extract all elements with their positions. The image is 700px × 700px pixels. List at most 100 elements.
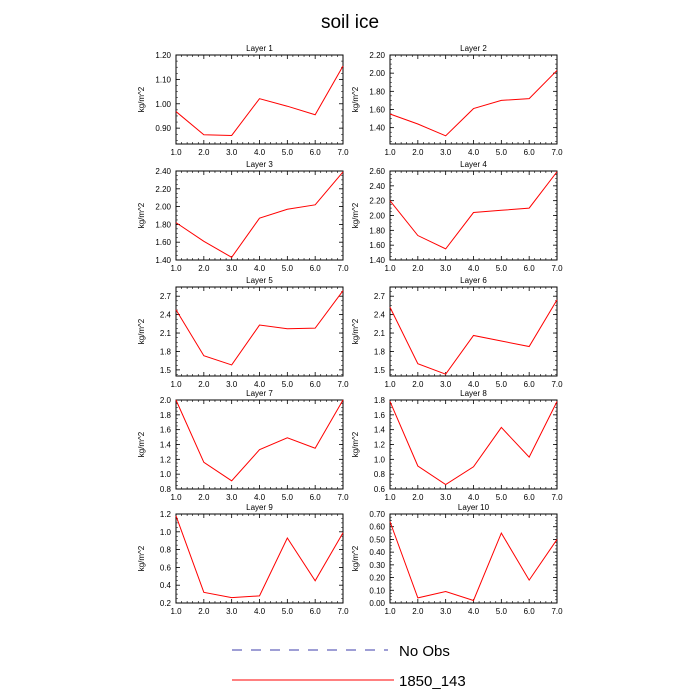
x-tick-label: 6.0 <box>524 380 536 389</box>
x-tick-label: 6.0 <box>524 264 536 273</box>
series-line-1850-143 <box>389 299 558 375</box>
y-tick-label: 0.00 <box>369 599 385 608</box>
x-tick-label: 1.0 <box>384 493 396 502</box>
y-tick-label: 1.4 <box>160 441 172 450</box>
y-tick-label: 1.80 <box>369 226 385 235</box>
plot-frame <box>389 170 558 261</box>
panels: Layer 1 kg/m^2 1.0 2.0 3.0 4.0 5.0 6.0 7.0 0.90 1.… <box>137 44 563 616</box>
x-tick-label: 3.0 <box>226 380 238 389</box>
x-tick-label: 3.0 <box>440 264 452 273</box>
y-tick-label: 0.20 <box>369 574 385 583</box>
x-tick-label: 5.0 <box>282 380 294 389</box>
x-tick-label: 5.0 <box>496 264 508 273</box>
x-tick-label: 6.0 <box>524 607 536 616</box>
y-tick-label: 1.6 <box>160 426 172 435</box>
plot-frame <box>389 286 558 377</box>
x-tick-label: 5.0 <box>282 493 294 502</box>
x-tick-label: 2.0 <box>412 264 424 273</box>
x-tick-label: 5.0 <box>282 607 294 616</box>
series-line-1850-143 <box>389 401 558 486</box>
y-tick-label: 1.2 <box>160 510 172 519</box>
x-tick-label: 6.0 <box>524 148 536 157</box>
x-tick-label: 1.0 <box>384 264 396 273</box>
x-tick-label: 4.0 <box>468 607 480 616</box>
plot-frame <box>175 513 344 604</box>
panel-title: Layer 7 <box>246 389 273 398</box>
x-tick-label: 3.0 <box>440 380 452 389</box>
x-tick-label: 3.0 <box>226 607 238 616</box>
y-tick-label: 1.40 <box>369 124 385 133</box>
x-tick-label: 4.0 <box>468 493 480 502</box>
y-tick-label: 0.50 <box>369 535 385 544</box>
y-tick-label: 2.1 <box>374 329 386 338</box>
y-tick-label: 1.2 <box>374 441 386 450</box>
x-tick-label: 5.0 <box>496 493 508 502</box>
legend-label-1850-143: 1850_143 <box>399 673 466 690</box>
y-tick-label: 0.2 <box>160 599 172 608</box>
y-tick-label: 0.10 <box>369 586 385 595</box>
y-tick-label: 1.60 <box>369 241 385 250</box>
y-tick-label: 0.60 <box>369 523 385 532</box>
y-axis-label: kg/m^2 <box>351 545 360 571</box>
panel-layer-3: Layer 3 kg/m^2 1.0 2.0 3.0 4.0 5.0 6.0 7.0 1.40 1.… <box>137 160 349 273</box>
y-tick-label: 0.70 <box>369 510 385 519</box>
x-tick-label: 2.0 <box>412 380 424 389</box>
panel-layer-5: Layer 5 kg/m^2 1.0 2.0 3.0 4.0 5.0 6.0 7.0 1.5 1.8… <box>137 276 349 389</box>
x-tick-label: 7.0 <box>551 380 563 389</box>
x-tick-label: 7.0 <box>337 264 349 273</box>
x-tick-label: 4.0 <box>468 380 480 389</box>
x-tick-label: 1.0 <box>170 493 182 502</box>
panel-layer-2: Layer 2 kg/m^2 1.0 2.0 3.0 4.0 5.0 6.0 7.0 1.40 1.… <box>351 44 563 157</box>
x-tick-label: 3.0 <box>440 148 452 157</box>
x-tick-label: 5.0 <box>496 148 508 157</box>
panel-title: Layer 9 <box>246 503 273 512</box>
series-line-1850-143 <box>389 70 558 137</box>
y-axis-label: kg/m^2 <box>351 86 360 112</box>
series-line-1850-143 <box>175 399 344 482</box>
y-tick-label: 2.00 <box>369 212 385 221</box>
x-tick-label: 7.0 <box>337 380 349 389</box>
y-tick-label: 1.80 <box>155 220 171 229</box>
y-tick-label: 1.20 <box>155 51 171 60</box>
y-tick-label: 1.10 <box>155 75 171 84</box>
x-tick-label: 2.0 <box>198 264 210 273</box>
y-axis-label: kg/m^2 <box>137 318 146 344</box>
y-axis-label: kg/m^2 <box>351 202 360 228</box>
panel-title: Layer 3 <box>246 160 273 169</box>
x-tick-label: 1.0 <box>170 264 182 273</box>
x-tick-label: 2.0 <box>412 493 424 502</box>
y-tick-label: 1.8 <box>160 347 172 356</box>
y-tick-label: 1.00 <box>155 100 171 109</box>
panel-title: Layer 4 <box>460 160 487 169</box>
y-tick-label: 2.40 <box>369 182 385 191</box>
panel-title: Layer 10 <box>458 503 490 512</box>
legend-label-no-obs: No Obs <box>399 643 450 660</box>
series-line-1850-143 <box>175 65 344 136</box>
series-line-1850-143 <box>389 521 558 602</box>
y-tick-label: 1.0 <box>160 470 172 479</box>
x-tick-label: 7.0 <box>337 607 349 616</box>
panel-layer-6: Layer 6 kg/m^2 1.0 2.0 3.0 4.0 5.0 6.0 7.0 1.5 1.8… <box>351 276 563 389</box>
panel-layer-8: Layer 8 kg/m^2 1.0 2.0 3.0 4.0 5.0 6.0 7.0 0.6 0.8… <box>351 389 563 502</box>
x-tick-label: 6.0 <box>524 493 536 502</box>
x-tick-label: 5.0 <box>496 607 508 616</box>
y-tick-label: 2.20 <box>155 185 171 194</box>
x-tick-label: 6.0 <box>310 607 322 616</box>
x-tick-label: 2.0 <box>198 607 210 616</box>
y-tick-label: 1.8 <box>160 411 172 420</box>
panel-title: Layer 8 <box>460 389 487 398</box>
y-tick-label: 2.7 <box>160 292 172 301</box>
x-tick-label: 1.0 <box>170 380 182 389</box>
y-tick-label: 2.4 <box>374 311 386 320</box>
x-tick-label: 4.0 <box>254 380 266 389</box>
y-tick-label: 1.2 <box>160 455 172 464</box>
y-tick-label: 1.80 <box>369 87 385 96</box>
panel-layer-1: Layer 1 kg/m^2 1.0 2.0 3.0 4.0 5.0 6.0 7.0 0.90 1.… <box>137 44 349 157</box>
y-tick-label: 0.8 <box>160 546 172 555</box>
y-axis-label: kg/m^2 <box>137 202 146 228</box>
series-line-1850-143 <box>175 290 344 366</box>
x-tick-label: 1.0 <box>384 380 396 389</box>
y-tick-label: 2.7 <box>374 292 386 301</box>
y-tick-label: 2.20 <box>369 197 385 206</box>
y-tick-label: 1.4 <box>374 426 386 435</box>
